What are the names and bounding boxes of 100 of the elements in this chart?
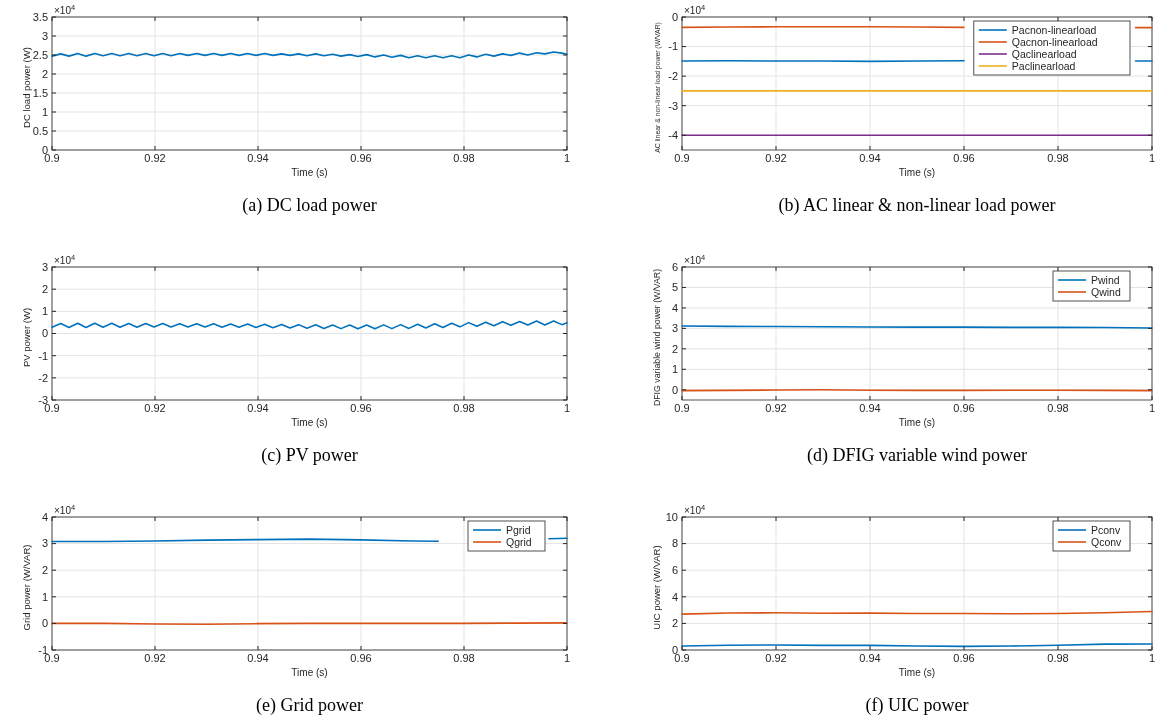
- y-tick-label: 1: [671, 363, 678, 376]
- x-tick-label: 0.92: [765, 152, 787, 164]
- x-tick-label: 1: [1148, 402, 1156, 414]
- text: (d) DFIG variable wind power: [807, 445, 1027, 466]
- y-tick-label: 2.5: [32, 48, 48, 61]
- y-tick-label: -3: [668, 99, 678, 112]
- x-axis-title: Time (s): [291, 167, 328, 178]
- x-tick-label: 0.98: [453, 652, 475, 664]
- legend-label: Pwind: [1091, 273, 1120, 286]
- x-tick-label: 0.96: [350, 652, 372, 664]
- x-tick-label: 0.92: [765, 402, 787, 414]
- x-tick-label: 0.9: [674, 152, 690, 164]
- x-tick-label: 0.94: [859, 402, 881, 414]
- x-tick-label: 0.94: [247, 152, 269, 164]
- y-axis-title: PV power (W): [21, 307, 32, 368]
- x-tick-label: 0.96: [953, 402, 975, 414]
- legend-label: Qaclinearload: [1011, 47, 1077, 60]
- legend-label: Qwind: [1091, 285, 1121, 298]
- x-tick-label: 1: [1148, 652, 1156, 664]
- y-axis-title: DFIG variable wind power (W/VAR): [652, 268, 662, 407]
- x-tick-label: 1: [563, 652, 571, 664]
- y-tick-label: 3: [41, 29, 48, 42]
- y-tick-label: 1: [41, 105, 48, 118]
- y-tick-label: 10: [665, 510, 678, 523]
- x-tick-label: 0.94: [859, 652, 881, 664]
- y-tick-label: 8: [671, 537, 678, 550]
- x-axis-title: Time (s): [898, 667, 936, 678]
- x-tick-label: 1: [563, 402, 571, 414]
- y-axis-title: UIC power (W/VAR): [651, 545, 662, 630]
- y-tick-label: 4: [41, 510, 48, 523]
- text: ×10$^{4}$: [684, 502, 706, 516]
- x-tick-label: 1: [563, 152, 571, 164]
- y-tick-label: 1: [41, 305, 48, 318]
- y-tick-label: 2: [41, 564, 48, 577]
- x-axis-title: Time (s): [898, 417, 936, 428]
- x-tick-label: 0.92: [765, 652, 787, 664]
- y-tick-label: -2: [38, 371, 48, 384]
- y-tick-label: 4: [671, 590, 678, 603]
- y-tick-label: 0: [671, 383, 678, 396]
- y-tick-label: 2: [671, 342, 678, 355]
- legend-label: Pacnon-linearload: [1011, 23, 1097, 36]
- y-tick-label: 2: [41, 67, 48, 80]
- x-axis-title: Time (s): [291, 667, 328, 678]
- text: (c) PV power: [261, 445, 358, 466]
- x-axis-title: Time (s): [291, 417, 328, 428]
- x-tick-label: 0.92: [144, 652, 166, 664]
- x-tick-label: 0.98: [453, 152, 475, 164]
- y-tick-label: 6: [671, 260, 678, 273]
- y-tick-label: 6: [671, 564, 678, 577]
- legend-label: Pgrid: [506, 523, 531, 536]
- x-tick-label: 0.96: [953, 152, 975, 164]
- x-tick-label: 0.92: [144, 402, 166, 414]
- x-tick-label: 0.96: [350, 152, 372, 164]
- legend-label: Paclinearload: [1011, 59, 1076, 72]
- x-axis-title: Time (s): [898, 167, 936, 178]
- x-tick-label: 0.94: [247, 652, 269, 664]
- line-series: [51, 320, 568, 330]
- y-tick-label: 0.5: [32, 124, 48, 137]
- y-tick-label: 5: [671, 281, 678, 294]
- text: (f) UIC power: [865, 695, 969, 715]
- y-tick-label: 1: [41, 590, 48, 603]
- x-tick-label: 0.96: [953, 652, 975, 664]
- x-tick-label: 0.96: [350, 402, 372, 414]
- y-tick-label: -1: [668, 40, 678, 53]
- text: (e) Grid power: [256, 695, 363, 715]
- text: ×10$^{4}$: [684, 252, 706, 266]
- y-tick-label: 2: [671, 617, 678, 630]
- legend-label: Qgrid: [506, 535, 532, 548]
- y-tick-label: 0: [671, 10, 678, 23]
- x-tick-label: 0.98: [1047, 402, 1069, 414]
- text: (b) AC linear & non-linear load power: [778, 195, 1056, 216]
- y-tick-label: -4: [668, 129, 678, 142]
- y-tick-label: 2: [41, 283, 48, 296]
- x-tick-label: 0.94: [859, 152, 881, 164]
- y-tick-label: 3.5: [32, 10, 48, 23]
- x-tick-label: 1: [1148, 152, 1156, 164]
- text: (a) DC load power: [242, 195, 377, 216]
- y-tick-label: -2: [668, 69, 678, 82]
- legend-label: Qacnon-linearload: [1011, 35, 1098, 48]
- y-tick-label: 0: [41, 617, 48, 630]
- text: ×10$^{4}$: [54, 2, 76, 16]
- text: ×10$^{4}$: [54, 502, 76, 516]
- y-tick-label: 3: [41, 537, 48, 550]
- x-tick-label: 0.92: [144, 152, 166, 164]
- x-tick-label: 0.98: [1047, 652, 1069, 664]
- x-tick-label: 0.94: [247, 402, 269, 414]
- y-axis-title: Grid power (W/VAR): [21, 544, 32, 631]
- x-tick-label: 0.98: [453, 402, 475, 414]
- text: ×10$^{4}$: [54, 252, 76, 266]
- y-axis-title: DC load power (W): [21, 47, 32, 128]
- text: ×10$^{4}$: [684, 2, 706, 16]
- y-tick-label: 3: [671, 322, 678, 335]
- x-tick-label: 0.9: [674, 402, 690, 414]
- y-tick-label: 1.5: [32, 86, 48, 99]
- y-tick-label: 3: [41, 260, 48, 273]
- x-tick-label: 0.98: [1047, 152, 1069, 164]
- y-tick-label: -1: [38, 349, 48, 362]
- legend-label: Pconv: [1091, 523, 1121, 536]
- y-tick-label: 0: [41, 327, 48, 340]
- legend-label: Qconv: [1091, 535, 1123, 548]
